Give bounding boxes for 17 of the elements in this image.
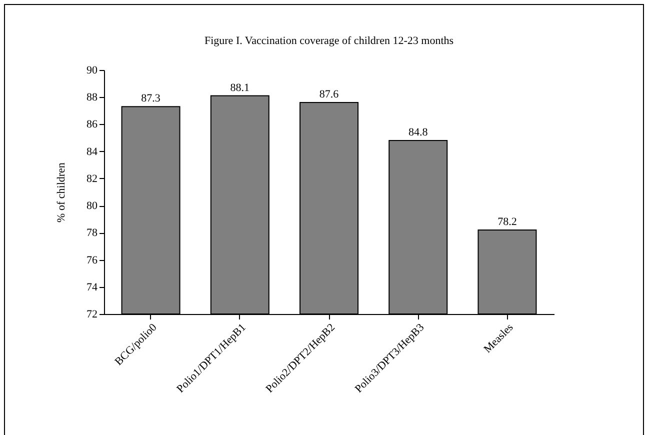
data-label: 88.1 [230, 82, 250, 94]
y-tick-label: 82 [86, 172, 98, 185]
data-label: 87.3 [141, 92, 161, 105]
data-label: 78.2 [498, 216, 517, 228]
data-label: 84.8 [408, 126, 428, 138]
y-tick-label: 80 [86, 200, 98, 212]
y-tick-label: 74 [86, 281, 98, 294]
y-tick-label: 78 [86, 227, 98, 240]
y-tick-label: 88 [86, 92, 98, 104]
y-axis-title: % of children [56, 162, 68, 222]
y-tick-label: 84 [86, 146, 98, 158]
y-tick-label: 76 [86, 254, 98, 266]
data-label: 87.6 [319, 88, 340, 101]
chart-title: Figure I. Vaccination coverage of children 12-23 months [204, 35, 454, 47]
y-tick-label: 90 [86, 64, 98, 76]
y-tick-label: 86 [86, 118, 98, 131]
y-tick-label: 72 [86, 308, 98, 320]
